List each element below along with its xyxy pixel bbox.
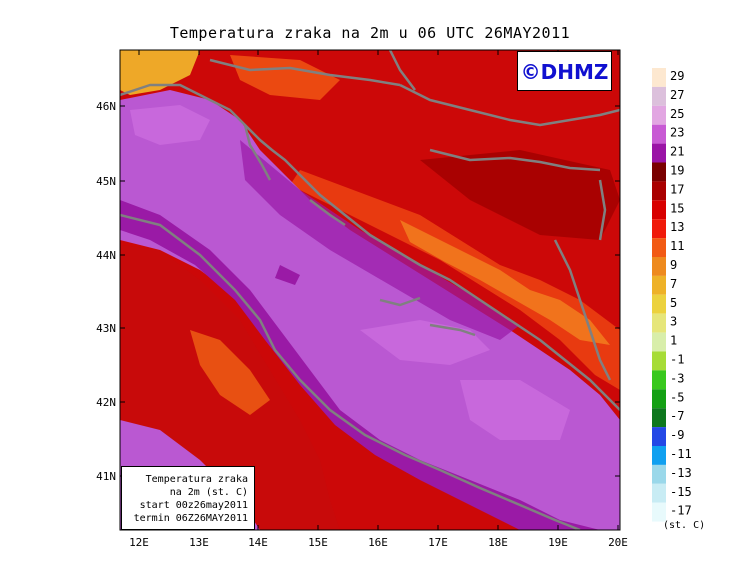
coastlines [120,50,620,530]
legend-swatch [652,275,666,295]
nw-warm-zone [120,50,200,95]
info-line: na 2m (st. C) [169,487,248,498]
sea-light-patch-3 [130,105,210,145]
sea-light-patch-1 [360,320,490,365]
legend-label: -11 [670,447,692,461]
legend-swatch [652,219,666,239]
x-tick-label: 13E [189,536,209,549]
x-tick-label: 15E [308,536,328,549]
legend-label: 11 [670,239,684,253]
color-legend: 29 27 25 23 21 19 17 15 13 11 9 7 5 3 1 -1 -3 -5 -7 -9 -11 -1… [652,68,692,522]
legend-label: -3 [670,371,684,385]
legend-label: 23 [670,126,684,140]
y-tick-label: 42N [96,396,116,409]
legend-swatch [652,86,666,106]
x-tick-label: 12E [129,536,149,549]
legend-label: 9 [670,258,677,272]
dhmz-logo: ©DHMZ [517,51,612,91]
legend-label: 21 [670,145,684,159]
mountain-zone [290,170,620,390]
legend-swatch [652,332,666,352]
legend-label: 1 [670,334,677,348]
y-tick-label: 43N [96,322,116,335]
legend-label: 29 [670,69,684,83]
legend-swatch [652,143,666,163]
dark-warm-zone [420,150,620,240]
map-title: Temperatura zraka na 2m u 06 UTC 26MAY20… [169,24,571,42]
x-tick-label: 16E [368,536,388,549]
legend-swatch [652,124,666,144]
legend-swatch [652,181,666,201]
legend-swatch [652,200,666,220]
legend-swatch [652,238,666,257]
legend-swatch [652,351,666,371]
info-line: Temperatura zraka [145,474,248,485]
y-tick-label: 45N [96,175,116,188]
island-shape [275,265,300,285]
legend-label: 13 [670,220,684,234]
y-tick-label: 46N [96,100,116,113]
sea-cool-band [120,200,600,530]
info-line: start 00z26may2011 [139,500,248,511]
legend-label: -17 [670,504,692,518]
legend-swatch [652,105,666,125]
legend-label: 3 [670,315,677,329]
legend-swatch [652,446,666,465]
mountain-peak-zone [400,220,610,345]
legend-swatch [652,162,666,182]
legend-swatch [652,408,666,428]
legend-label: -13 [670,466,692,480]
north-warm-zone [230,55,340,100]
legend-swatch [652,502,666,522]
x-tick-label: 18E [488,536,508,549]
legend-label: -5 [670,390,684,404]
legend-swatch [652,370,666,390]
x-tick-label: 20E [608,536,628,549]
x-tick-label: 19E [548,536,568,549]
legend-swatch [652,313,666,333]
legend-swatch [652,294,666,314]
legend-label: 25 [670,107,684,121]
x-tick-label: 17E [428,536,448,549]
legend-swatch [652,483,666,503]
legend-label: -1 [670,353,684,367]
axis-ticks: 12E 13E 14E 15E 16E 17E 18E 19E 20E 46N 45N 44N 43N 4… [96,50,628,549]
legend-label: 15 [670,201,684,215]
legend-label: 5 [670,296,677,310]
info-box: Temperatura zraka na 2m (st. C) start 00… [121,466,255,530]
legend-swatch [652,68,666,87]
legend-units: (st. C) [663,520,706,531]
legend-label: -7 [670,409,684,423]
legend-swatch [652,389,666,409]
legend-swatch [652,464,666,484]
legend-swatch [652,257,666,276]
legend-label: -15 [670,485,692,499]
x-tick-label: 14E [248,536,268,549]
italy-warm-spot [190,330,270,415]
sea-light-patch-2 [460,380,570,440]
y-tick-label: 44N [96,249,116,262]
plot-frame [119,49,621,531]
map-field [120,50,620,530]
sea-coast-band [240,140,520,340]
legend-label: 17 [670,182,684,196]
y-tick-label: 41N [96,470,116,483]
info-line: termin 06Z26MAY2011 [133,513,248,524]
legend-label: 27 [670,88,684,102]
legend-swatch [652,427,666,446]
legend-label: -9 [670,428,684,442]
legend-label: 7 [670,277,677,291]
legend-label: 19 [670,164,684,178]
